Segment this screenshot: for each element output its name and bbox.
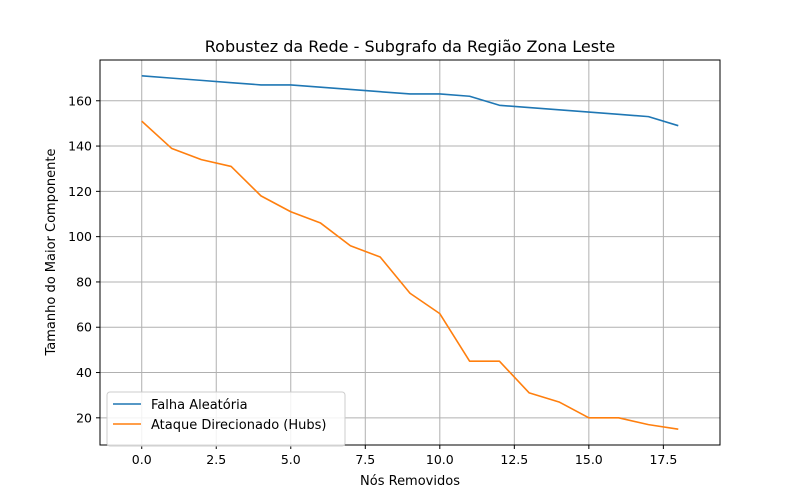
x-tick-label: 5.0 — [281, 452, 301, 467]
legend-label: Falha Aleatória — [151, 398, 248, 413]
chart-title: Robustez da Rede - Subgrafo da Região Zo… — [205, 37, 615, 56]
x-tick-label: 12.5 — [500, 452, 528, 467]
series-lines — [141, 75, 679, 430]
y-tick-label: 40 — [76, 365, 92, 380]
y-tick-label: 100 — [68, 229, 92, 244]
axis-ticks: 0.0 2.5 5.0 7.5 10.0 12.5 15.0 17.5 20 40 60 80 100 1… — [68, 93, 677, 467]
legend-label: Ataque Direcionado (Hubs) — [151, 418, 326, 433]
x-tick-label: 2.5 — [206, 452, 226, 467]
y-tick-label: 20 — [76, 410, 92, 425]
y-tick-label: 160 — [68, 93, 92, 108]
x-tick-label: 0.0 — [132, 452, 152, 467]
x-axis-label: Nós Removidos — [360, 474, 460, 489]
x-tick-label: 15.0 — [575, 452, 603, 467]
x-tick-label: 7.5 — [355, 452, 375, 467]
plot-frame — [99, 59, 721, 446]
series-line-2 — [141, 120, 679, 430]
y-tick-label: 140 — [68, 139, 92, 154]
y-tick-label: 80 — [76, 274, 92, 289]
y-axis-label: Tamanho do Maior Componente — [44, 149, 59, 357]
x-tick-label: 10.0 — [426, 452, 454, 467]
y-tick-label: 60 — [76, 320, 92, 335]
x-tick-label: 17.5 — [649, 452, 677, 467]
legend: Falha Aleatória Ataque Direcionado (Hubs) — [106, 391, 346, 447]
grid — [100, 60, 720, 445]
legend-box — [106, 391, 346, 447]
y-tick-label: 120 — [68, 184, 92, 199]
series-line-1 — [141, 75, 679, 127]
